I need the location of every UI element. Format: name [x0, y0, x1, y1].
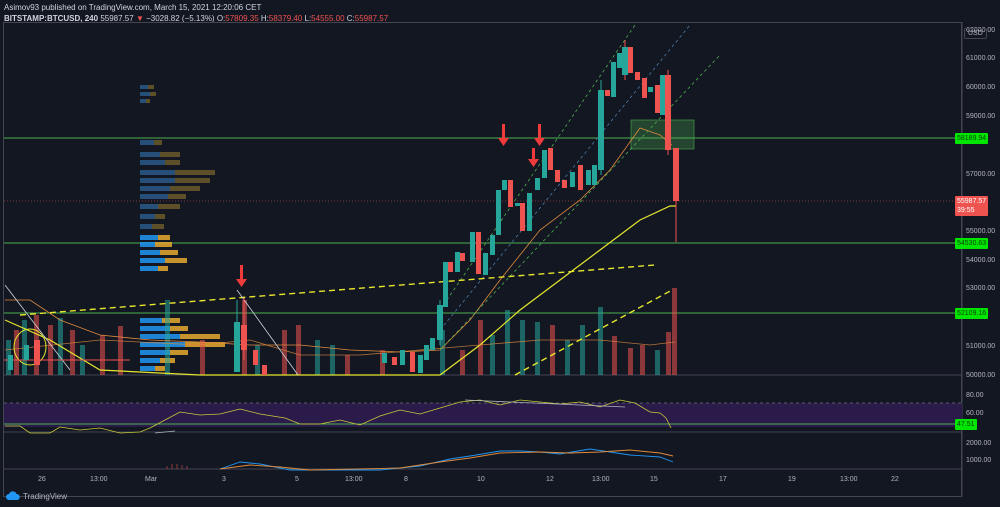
level-tag-58189: 58189.94	[955, 133, 989, 144]
svg-text:Mar: Mar	[145, 476, 158, 483]
level-tag-54530: 54530.63	[955, 238, 989, 249]
close-label: C:	[346, 14, 355, 23]
macd-axis: 2000.00 1000.00	[966, 440, 991, 464]
svg-text:59000.00: 59000.00	[966, 113, 995, 120]
svg-text:80.00: 80.00	[966, 392, 984, 399]
svg-text:13:00: 13:00	[345, 476, 363, 483]
svg-text:57000.00: 57000.00	[966, 171, 995, 178]
chart-header: Asimov93 published on TradingView.com, M…	[4, 2, 388, 24]
channel-lower	[439, 54, 721, 351]
macd-line	[219, 448, 674, 471]
symbol: BITSTAMP:BTCUSD, 240	[4, 14, 99, 23]
rsi-band	[4, 403, 962, 427]
highlight-circle	[13, 328, 47, 366]
svg-text:53000.00: 53000.00	[966, 285, 995, 292]
svg-text:3: 3	[222, 476, 226, 483]
svg-text:60.00: 60.00	[966, 410, 984, 417]
red-arrow-icons	[236, 124, 545, 287]
rsi-value-tag: 47.51	[955, 419, 977, 430]
open-value: 57809.35	[225, 14, 259, 23]
ma-volume	[4, 339, 676, 356]
time-axis: 26 13:00 Mar 3 5 13:00 8 10 12 13:00 15 …	[38, 476, 899, 483]
publisher-line: Asimov93 published on TradingView.com, M…	[4, 3, 262, 12]
open-label: O:	[216, 14, 226, 23]
symbol-line: BITSTAMP:BTCUSD, 240 55987.57 ▼ −3028.82…	[4, 13, 388, 24]
macd-signal	[219, 449, 674, 471]
svg-text:17: 17	[719, 476, 727, 483]
svg-text:13:00: 13:00	[840, 476, 858, 483]
price-change: −3028.82 (−5.13%)	[146, 14, 215, 23]
footer: TradingView	[6, 491, 67, 501]
high-label: H:	[260, 14, 269, 23]
svg-text:62000.00: 62000.00	[966, 27, 995, 34]
trendline-upper	[19, 264, 656, 316]
supply-zone	[630, 119, 695, 150]
svg-text:1000.00: 1000.00	[966, 457, 991, 464]
close-value: 55987.57	[354, 14, 389, 23]
svg-text:15: 15	[650, 476, 658, 483]
svg-text:8: 8	[404, 476, 408, 483]
svg-text:10: 10	[477, 476, 485, 483]
candles	[8, 40, 679, 375]
channel-mid	[439, 24, 691, 331]
svg-text:19: 19	[788, 476, 796, 483]
svg-text:60000.00: 60000.00	[966, 84, 995, 91]
svg-text:2000.00: 2000.00	[966, 440, 991, 447]
svg-text:13:00: 13:00	[90, 476, 108, 483]
current-price-tag: 55987.57 39:55	[955, 196, 989, 216]
svg-text:12: 12	[546, 476, 554, 483]
currency-label[interactable]: USD	[964, 28, 987, 39]
svg-text:26: 26	[38, 476, 46, 483]
trendline-white	[236, 289, 299, 376]
level-tag-52109: 52109.16	[955, 308, 989, 319]
low-label: L:	[304, 14, 312, 23]
svg-text:50000.00: 50000.00	[966, 372, 995, 379]
tradingview-cloud-icon	[6, 491, 20, 500]
current-price-value: 55987.57	[957, 198, 987, 205]
volume-bars	[6, 288, 677, 375]
low-value: 54555.00	[311, 14, 345, 23]
high-value: 58379.40	[268, 14, 303, 23]
last-price: 55987.57	[100, 14, 134, 23]
macd-histogram	[166, 464, 188, 469]
svg-text:22: 22	[891, 476, 899, 483]
candle-countdown: 39:55	[957, 207, 975, 214]
price-axis: 62000.00 61000.00 60000.00 59000.00 5700…	[966, 27, 995, 379]
svg-text:61000.00: 61000.00	[966, 55, 995, 62]
svg-text:54000.00: 54000.00	[966, 257, 995, 264]
svg-text:13:00: 13:00	[592, 476, 610, 483]
rsi-axis: 80.00 60.00	[966, 392, 984, 417]
volume-profile	[140, 85, 225, 371]
svg-text:5: 5	[295, 476, 299, 483]
channel-upper	[439, 24, 636, 311]
down-triangle-icon: ▼	[135, 14, 144, 23]
brand-label: TradingView	[23, 491, 68, 501]
ma-yellow	[4, 205, 676, 376]
svg-text:51000.00: 51000.00	[966, 343, 995, 350]
svg-text:55000.00: 55000.00	[966, 228, 995, 235]
ma-orange	[5, 127, 673, 353]
